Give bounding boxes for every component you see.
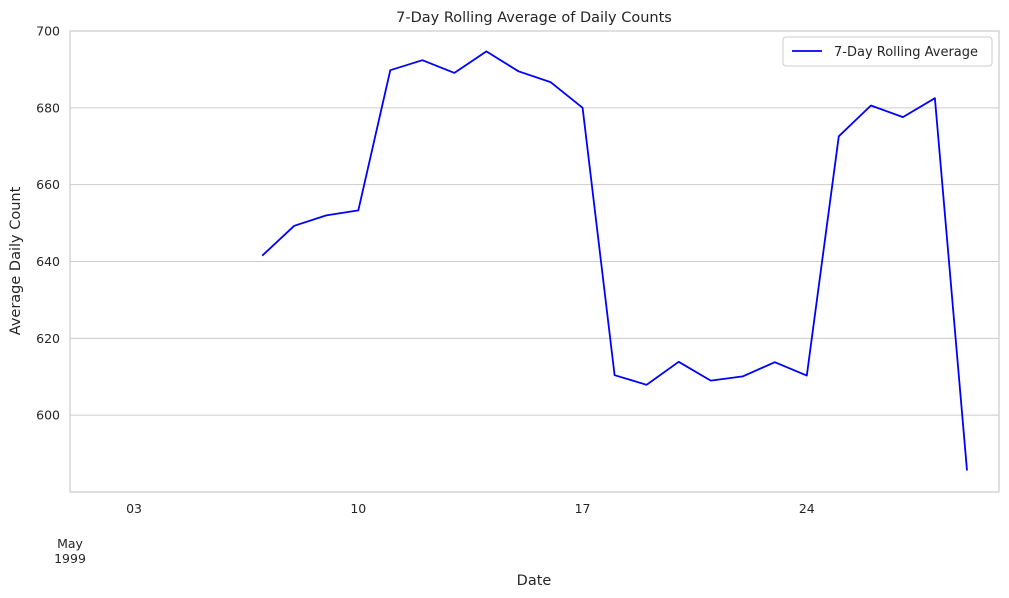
plot-frame [69,30,1000,493]
chart-title: 7-Day Rolling Average of Daily Counts [396,10,672,26]
y-tick-label: 680 [36,100,60,115]
y-tick-label: 600 [36,408,60,423]
legend-box [782,36,993,67]
y-tick-label: 640 [36,254,60,269]
legend: 7-Day Rolling Average [782,36,993,67]
y-tick-label: 660 [36,177,60,192]
x-tick-label: 24 [799,501,815,516]
y-axis-label: Average Daily Count [8,186,24,335]
x-tick-label: 17 [575,501,591,516]
y-gridlines [70,30,999,416]
series-layer [261,50,968,471]
y-tick-label: 620 [36,331,60,346]
x-month-label: May [57,536,83,551]
x-tick-label: 10 [350,501,366,516]
x-axis-label: Date [517,573,552,589]
y-tick-label: 700 [36,24,60,39]
x-tick-label: 03 [126,501,142,516]
legend-label: 7-Day Rolling Average [834,45,978,60]
series-line [261,50,968,471]
x-year-label: 1999 [54,551,86,566]
